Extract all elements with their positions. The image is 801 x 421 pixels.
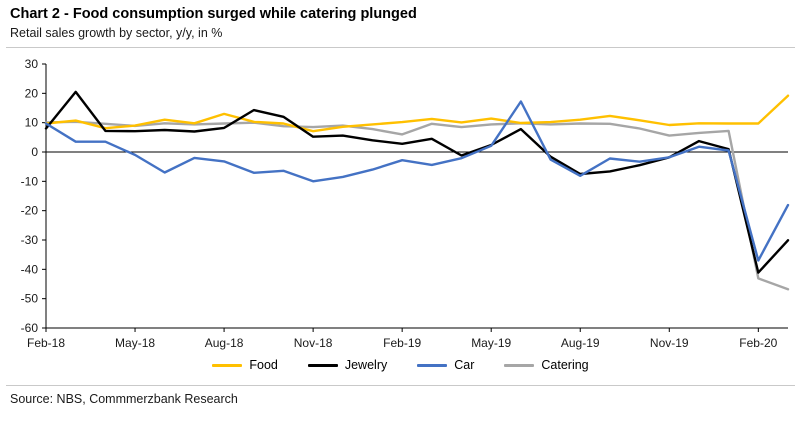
y-tick-label: -30	[21, 233, 39, 247]
top-divider	[6, 47, 795, 48]
legend-swatch-catering	[504, 363, 535, 367]
chart-subtitle: Retail sales growth by sector, y/y, in %	[10, 26, 223, 40]
series-line-car	[44, 100, 790, 262]
x-tick-label: Aug-18	[205, 336, 244, 350]
y-tick-label: 10	[25, 116, 39, 130]
legend-item-catering: Catering	[504, 358, 589, 372]
chart-area: 30 20 10 0 -10 -20 -30 -40 -50 -60 Feb-18 May-18 Aug…	[0, 50, 801, 352]
y-tick-label: 20	[25, 86, 39, 100]
legend-item-food: Food	[212, 358, 278, 372]
series-line-catering	[44, 120, 790, 291]
x-tick-label: May-18	[115, 336, 155, 350]
legend-item-jewelry: Jewelry	[307, 358, 388, 372]
y-tick-label: -20	[21, 204, 39, 218]
y-tick-label: -10	[21, 174, 39, 188]
source-note: Source: NBS, Commmerzbank Research	[10, 392, 238, 406]
legend-label-jewelry: Jewelry	[344, 358, 388, 372]
y-tick-label: -50	[21, 292, 39, 306]
y-tick-label: -60	[21, 321, 39, 335]
chart-legend: Food Jewelry Car Catering	[0, 358, 801, 372]
legend-label-car: Car	[454, 358, 475, 372]
x-tick-label: Aug-19	[561, 336, 600, 350]
legend-swatch-food	[212, 363, 243, 367]
y-tick-label: 30	[25, 57, 39, 71]
chart-title: Chart 2 - Food consumption surged while …	[10, 6, 417, 22]
legend-swatch-car	[417, 363, 448, 367]
y-tick-label: -40	[21, 262, 39, 276]
legend-swatch-jewelry	[307, 363, 338, 367]
x-tick-label: Nov-19	[650, 336, 689, 350]
legend-label-catering: Catering	[541, 358, 589, 372]
x-tick-label: May-19	[471, 336, 511, 350]
x-tick-label: Feb-20	[739, 336, 777, 350]
legend-label-food: Food	[249, 358, 278, 372]
x-tick-label: Feb-18	[27, 336, 65, 350]
x-tick-label: Nov-18	[294, 336, 333, 350]
series-line-food	[44, 94, 790, 133]
y-tick-label: 0	[31, 145, 38, 159]
bottom-divider	[6, 385, 795, 386]
legend-item-car: Car	[417, 358, 474, 372]
x-tick-label: Feb-19	[383, 336, 421, 350]
series-line-jewelry	[44, 90, 790, 274]
